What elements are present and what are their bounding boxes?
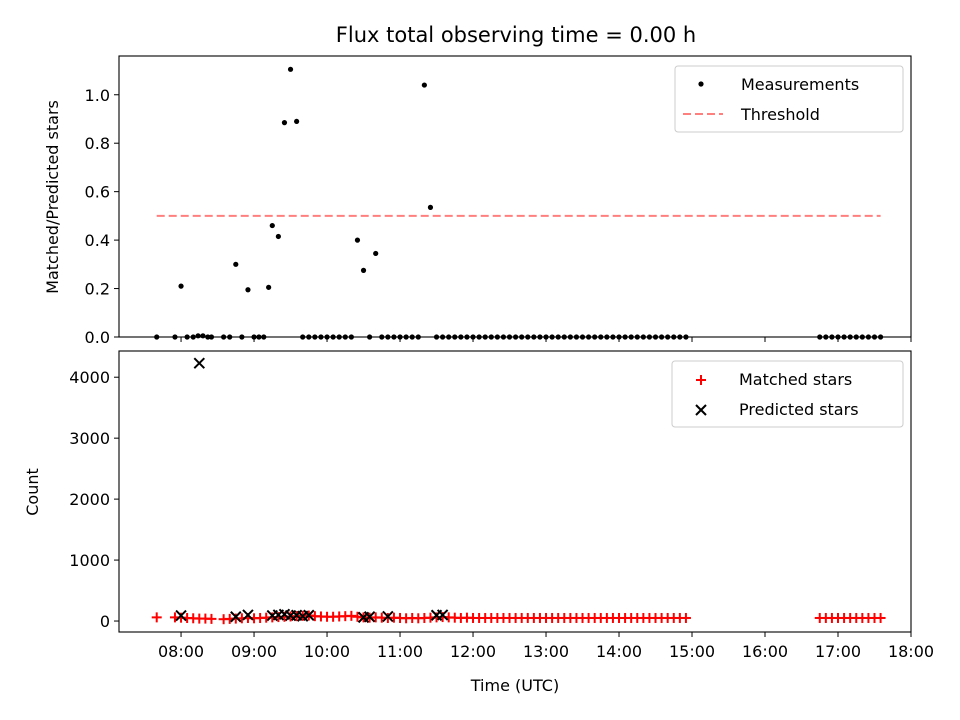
measurement-point <box>266 284 272 290</box>
legend-matched-label: Matched stars <box>739 370 852 389</box>
predicted-star-marker <box>382 610 394 623</box>
top-axes-frame <box>118 55 912 338</box>
top-x-ticks <box>180 337 912 342</box>
top-ytick-label: 0.6 <box>85 183 110 202</box>
bottom-legend: Matched stars Predicted stars <box>671 360 904 428</box>
top-panel: 0.0 0.2 0.4 0.6 0.8 1.0 Matched/Predicted sta… <box>43 55 912 347</box>
predicted-star-marker <box>242 609 254 621</box>
predicted-star-marker <box>303 609 315 621</box>
top-ytick-label: 0.0 <box>85 328 110 347</box>
bottom-legend-box <box>671 360 904 428</box>
measurement-point <box>421 82 427 88</box>
bottom-xtick-label: 12:00 <box>450 642 496 661</box>
top-y-axis-label: Matched/Predicted stars <box>43 100 62 294</box>
bottom-xtick-label: 18:00 <box>888 642 934 661</box>
measurement-point <box>287 66 294 72</box>
legend-matched-marker <box>696 375 706 385</box>
predicted-star-marker <box>175 609 187 622</box>
top-ytick-label: 0.8 <box>85 134 110 153</box>
matched-star-marker <box>151 612 162 623</box>
bottom-x-ticks: 08:00 09:00 10:00 11:00 12:00 13:00 14:00 15:00… <box>158 632 934 661</box>
bottom-ytick-label: 2000 <box>69 490 110 509</box>
bottom-xtick-label: 10:00 <box>304 642 350 661</box>
bottom-xtick-label: 11:00 <box>377 642 423 661</box>
measurement-point <box>233 261 239 267</box>
bottom-axes-frame <box>118 350 912 633</box>
matched-star-marker <box>680 612 691 623</box>
bottom-ytick-label: 4000 <box>69 368 110 387</box>
x-axis-label: Time (UTC) <box>470 676 559 695</box>
legend-measurements-marker <box>698 81 704 87</box>
top-y-ticks: 0.0 0.2 0.4 0.6 0.8 1.0 <box>85 86 119 347</box>
matched-star-marker <box>875 612 886 623</box>
bottom-ytick-label: 3000 <box>69 429 110 448</box>
measurement-point <box>275 233 281 240</box>
bottom-xtick-label: 09:00 <box>231 642 277 661</box>
measurement-point <box>200 333 206 339</box>
measurement-point <box>178 283 184 289</box>
top-ytick-label: 0.4 <box>85 231 110 250</box>
legend-predicted-label: Predicted stars <box>739 400 859 419</box>
bottom-xtick-label: 13:00 <box>523 642 569 661</box>
measurement-point <box>269 222 275 229</box>
predicted-star-marker <box>193 357 206 369</box>
bottom-xtick-label: 14:00 <box>596 642 642 661</box>
chart-title: Flux total observing time = 0.00 h <box>336 23 696 47</box>
bottom-y-axis-label: Count <box>23 468 42 516</box>
top-legend: Measurements Threshold <box>674 65 904 133</box>
bottom-xtick-label: 08:00 <box>158 642 204 661</box>
predicted-star-marker <box>363 611 376 623</box>
measurement-point <box>245 287 251 293</box>
measurement-point <box>195 333 201 339</box>
bottom-xtick-label: 15:00 <box>669 642 715 661</box>
legend-threshold-label: Threshold <box>740 105 820 124</box>
top-ytick-label: 1.0 <box>85 86 110 105</box>
bottom-xtick-label: 16:00 <box>742 642 788 661</box>
bottom-data-marks <box>151 357 886 625</box>
predicted-star-marker <box>230 611 242 623</box>
bottom-panel: 0 1000 2000 3000 4000 08:00 09:00 10:00 11:00 12… <box>23 350 934 695</box>
measurement-point <box>281 120 288 126</box>
measurement-point <box>427 204 434 211</box>
bottom-y-ticks: 0 1000 2000 3000 4000 <box>69 368 119 631</box>
measurement-point <box>373 250 379 257</box>
top-ytick-label: 0.2 <box>85 280 110 299</box>
measurement-point <box>354 237 361 243</box>
bottom-xtick-label: 17:00 <box>815 642 861 661</box>
predicted-star-marker <box>436 609 449 621</box>
legend-predicted-marker <box>695 404 707 416</box>
top-legend-box <box>674 65 904 133</box>
bottom-ytick-label: 0 <box>100 612 110 631</box>
bottom-ytick-label: 1000 <box>69 551 110 570</box>
matched-star-marker <box>206 613 217 624</box>
measurement-point <box>294 118 300 125</box>
measurement-point <box>360 267 367 273</box>
legend-measurements-label: Measurements <box>741 75 859 94</box>
